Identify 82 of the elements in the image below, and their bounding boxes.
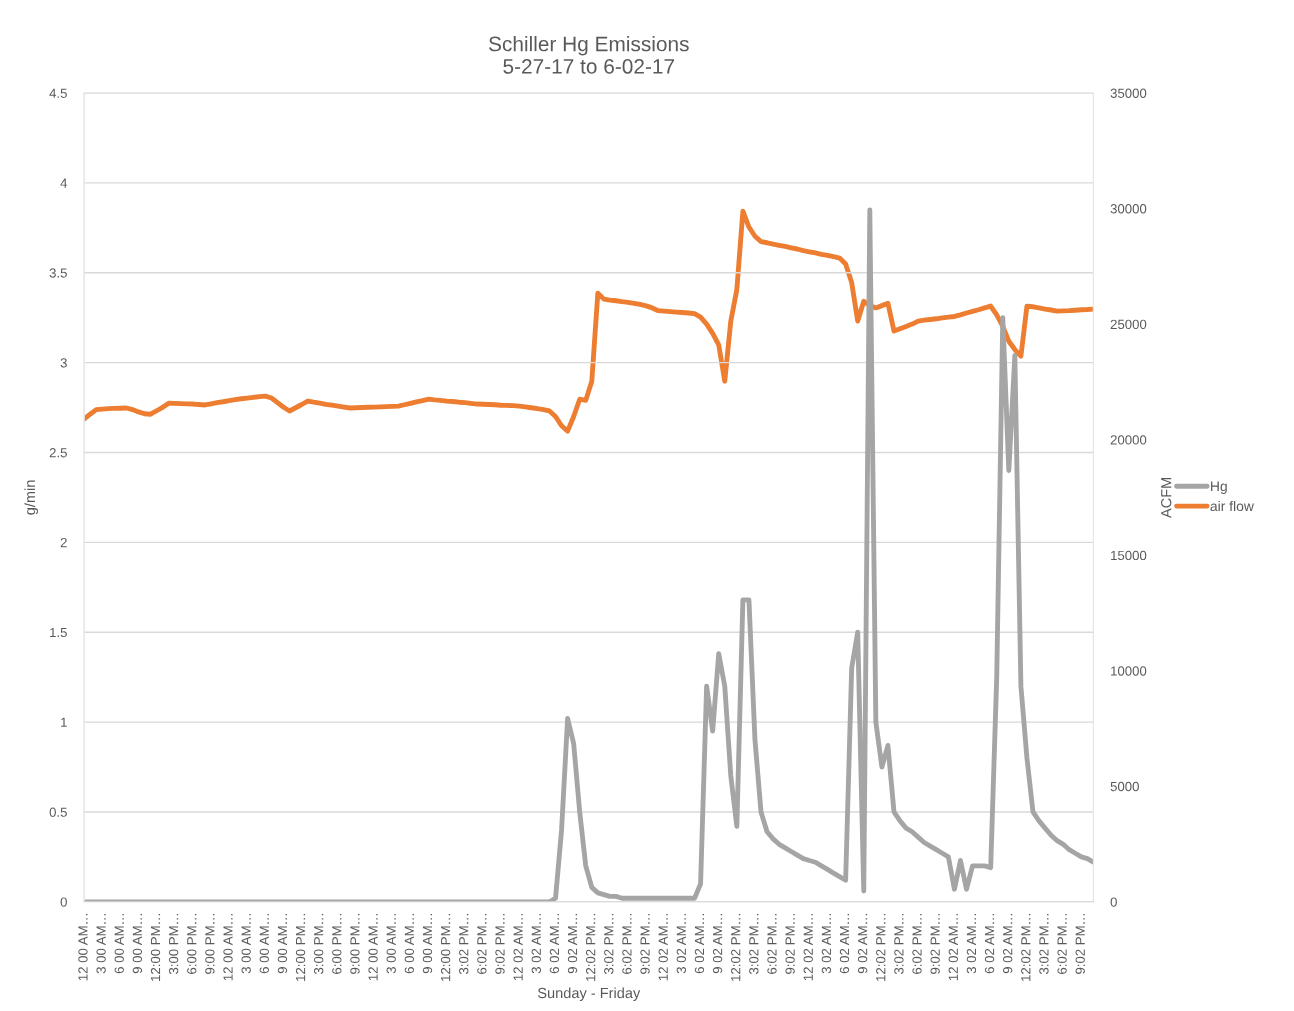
x-tick-label: 6:02 PM… (477, 914, 487, 974)
x-tick-label: 9:00 PM… (350, 914, 360, 974)
x-tick-label: 9 02 AM… (857, 914, 868, 974)
x-tick-label: 9:02 PM… (495, 914, 505, 974)
y-tick-label: 3.5 (49, 268, 67, 278)
x-tick-label: 9 00 AM… (132, 914, 143, 974)
y-tick-label: 1.5 (50, 627, 67, 638)
x-tick-label: 12 00 AM… (78, 914, 88, 981)
x-tick-label: 12:02 PM… (1021, 914, 1031, 981)
x-tick-label: 3 00 AM… (241, 914, 251, 974)
x-tick-label: 3:00 PM… (314, 914, 324, 975)
x-tick-label: 6 00 AM… (114, 914, 124, 974)
y-tick-label: 0 (60, 897, 67, 907)
x-tick-label: 6 02 AM… (549, 914, 560, 974)
y2-tick-label: 10000 (1111, 666, 1147, 676)
x-tick-label: 12 02 AM… (658, 914, 668, 981)
x-tick-label: 9:02 PM… (785, 914, 795, 974)
x-tick-label: 6 02 AM… (984, 914, 995, 974)
x-tick-label: 3:02 PM… (894, 914, 904, 975)
y2-tick-label: 35000 (1110, 88, 1147, 98)
x-tick-label: 3:02 PM… (1039, 914, 1049, 975)
y2-tick-label: 0 (1110, 897, 1117, 907)
chart-title: Schiller Hg Emissions 5-27-17 to 6-02-17 (489, 36, 689, 74)
y2-tick-label: 25000 (1110, 319, 1147, 330)
x-tick-label: 12 00 AM… (223, 914, 233, 981)
legend-label: Hg (1211, 481, 1227, 494)
y-tick-label: 4 (60, 178, 68, 188)
line-series (84, 208, 1094, 434)
y-tick-label: 1 (61, 717, 67, 727)
x-tick-label: 3 02 AM… (966, 914, 977, 974)
x-tick-label: 12:00 PM… (440, 914, 451, 981)
x-tick-label: 6 00 AM… (404, 914, 415, 974)
x-tick-label: 12 02 AM… (948, 914, 958, 981)
x-tick-label: 12:02 PM… (876, 914, 886, 981)
legend-label: air flow (1210, 500, 1254, 512)
x-tick-label: 6 02 AM… (839, 914, 850, 974)
x-tick-label: 9 00 AM… (422, 914, 433, 974)
x-tick-label: 12:00 PM… (295, 914, 306, 981)
x-tick-label: 6:02 PM… (912, 914, 922, 974)
y-tick-label: 2.5 (49, 448, 67, 458)
y2-tick-label: 30000 (1110, 204, 1147, 214)
x-tick-label: 6:02 PM… (767, 914, 777, 974)
x-tick-label: 9:02 PM… (1075, 914, 1085, 974)
y-axis-title: g/min (24, 480, 38, 515)
x-tick-label: 3:02 PM… (459, 914, 469, 975)
y-tick-label: 0.5 (49, 807, 67, 817)
y2-tick-label: 15000 (1111, 550, 1147, 561)
x-tick-label: 3 02 AM… (676, 914, 686, 974)
x-tick-label: 6:02 PM… (622, 914, 632, 974)
x-tick-label: 3:02 PM… (749, 914, 759, 975)
x-axis-title: Sunday - Friday (537, 987, 641, 1002)
x-tick-label: 3 00 AM… (96, 914, 106, 974)
x-tick-label: 3 02 AM… (531, 914, 541, 974)
y-tick-label: 2 (60, 537, 67, 548)
y-tick-label: 3 (60, 358, 67, 368)
x-tick-label: 6:00 PM… (332, 914, 342, 974)
x-tick-label: 12 02 AM… (803, 914, 813, 981)
y-tick-label: 4.5 (49, 88, 67, 98)
x-tick-label: 9 02 AM… (567, 914, 578, 974)
x-tick-label: 6 00 AM… (259, 914, 269, 974)
y2-tick-label: 5000 (1110, 781, 1139, 792)
x-tick-label: 12:02 PM… (585, 914, 596, 981)
y2-axis-title: ACFM (1161, 477, 1172, 519)
x-tick-label: 12 00 AM… (368, 914, 378, 981)
x-tick-label: 12:02 PM… (731, 914, 741, 981)
x-tick-label: 9 00 AM… (277, 914, 288, 974)
x-tick-label: 9 02 AM… (1003, 914, 1013, 974)
x-tick-label: 6 02 AM… (694, 914, 705, 974)
x-tick-label: 3:02 PM… (604, 914, 614, 975)
x-tick-label: 3 02 AM… (821, 914, 832, 974)
x-tick-label: 9:02 PM… (930, 914, 940, 974)
x-tick-label: 3:00 PM… (168, 914, 179, 975)
x-tick-label: 3 00 AM… (386, 914, 396, 974)
line-series (84, 207, 1094, 902)
x-tick-label: 9:00 PM… (205, 914, 215, 974)
x-tick-label: 6:00 PM… (187, 914, 197, 974)
x-tick-label: 12:00 PM… (150, 914, 161, 981)
x-tick-label: 6:02 PM… (1057, 914, 1067, 974)
y2-tick-label: 20000 (1110, 435, 1147, 445)
x-tick-label: 9 02 AM… (712, 914, 723, 974)
x-tick-label: 9:02 PM… (640, 914, 650, 974)
x-tick-label: 12 02 AM… (513, 914, 523, 981)
